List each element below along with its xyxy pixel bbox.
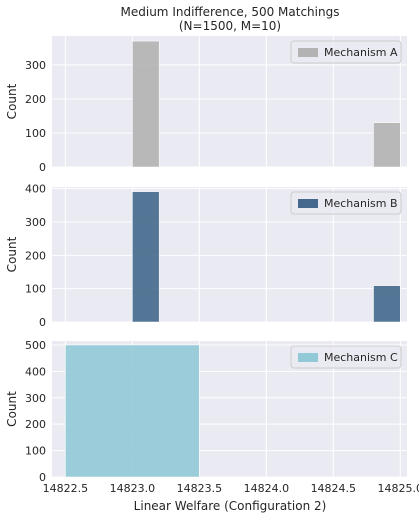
x-tick-label: 14824.0	[244, 482, 290, 495]
y-tick-label: 400	[25, 365, 46, 378]
y-axis-label: Count	[5, 236, 19, 272]
legend-swatch	[298, 353, 318, 362]
y-tick-label: 100	[25, 283, 46, 296]
y-tick-label: 100	[25, 445, 46, 458]
legend: Mechanism A	[290, 40, 402, 64]
y-tick-label: 300	[25, 59, 46, 72]
legend-swatch	[298, 199, 318, 208]
histogram-bar	[132, 40, 160, 168]
legend-label: Mechanism A	[324, 46, 398, 59]
legend-box	[290, 40, 402, 64]
legend-box	[290, 345, 402, 369]
y-tick-label: 200	[25, 418, 46, 431]
legend: Mechanism C	[290, 345, 402, 369]
histogram-bar	[373, 285, 401, 323]
y-tick-label: 0	[39, 161, 46, 174]
y-tick-label: 0	[39, 316, 46, 329]
x-tick-label: 14823.5	[177, 482, 223, 495]
x-tick-label: 14822.5	[43, 482, 89, 495]
histogram-bar	[65, 344, 200, 478]
histogram-bar	[373, 122, 401, 168]
x-tick-label: 14825.0	[378, 482, 419, 495]
y-tick-label: 200	[25, 93, 46, 106]
legend-box	[290, 191, 402, 215]
legend: Mechanism B	[290, 191, 402, 215]
y-tick-label: 0	[39, 471, 46, 484]
panel-3: 0 100 200 300 400 500 Count Mechanism C	[5, 339, 407, 484]
y-tick-label: 300	[25, 392, 46, 405]
chart-title-line-2: (N=1500, M=10)	[179, 19, 281, 33]
chart-title-line-1: Medium Indifference, 500 Matchings	[121, 5, 340, 19]
legend-label: Mechanism C	[324, 351, 398, 364]
y-tick-label: 500	[25, 339, 46, 352]
x-axis-label: Linear Welfare (Configuration 2)	[134, 499, 327, 513]
y-tick-label: 300	[25, 216, 46, 229]
y-axis-label: Count	[5, 391, 19, 427]
legend-swatch	[298, 48, 318, 57]
y-axis-label: Count	[5, 83, 19, 119]
x-tick-label: 14823.0	[110, 482, 156, 495]
histogram-bar	[132, 191, 160, 323]
y-tick-label: 100	[25, 127, 46, 140]
y-tick-label: 200	[25, 249, 46, 262]
panel-2: 0 100 200 300 400 Count Mechanism B	[5, 183, 407, 329]
panel-1: 0 100 200 300 Count Mechanism A	[5, 36, 407, 174]
legend-label: Mechanism B	[324, 197, 398, 210]
y-tick-label: 400	[25, 183, 46, 196]
x-tick-label: 14824.5	[311, 482, 357, 495]
